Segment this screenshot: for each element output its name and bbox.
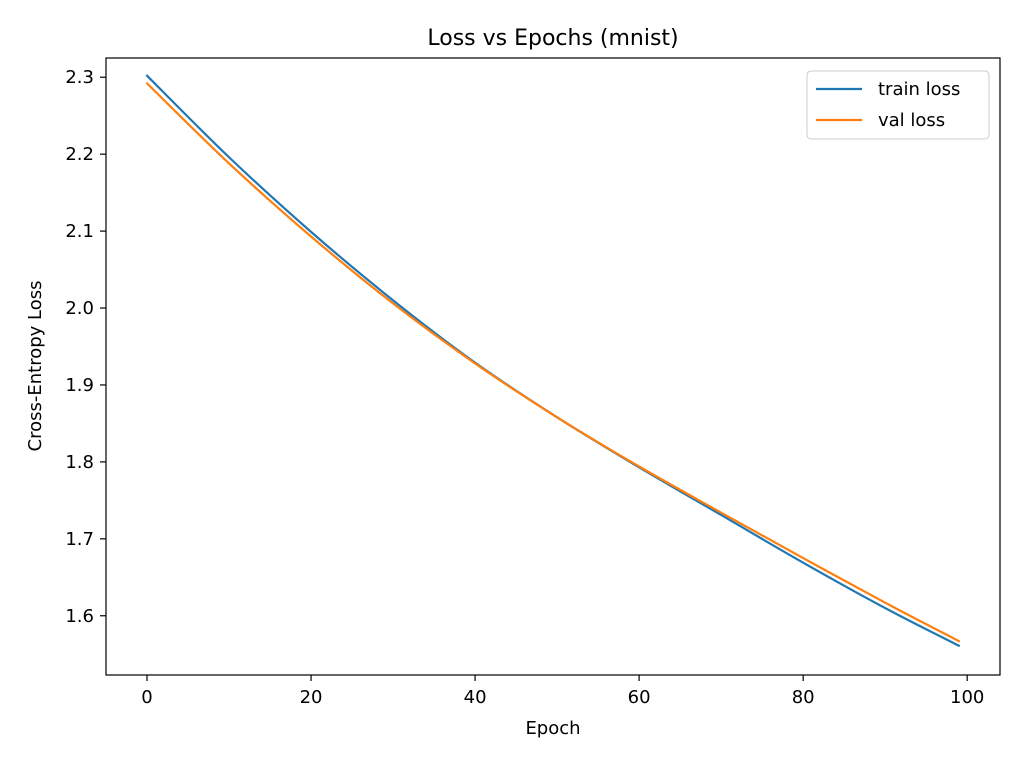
series-line-1 (145, 82, 961, 643)
x-tick-label: 40 (464, 687, 487, 708)
y-tick-label: 2.1 (65, 221, 94, 242)
x-tick-label: 60 (628, 687, 651, 708)
x-tick-label: 80 (792, 687, 815, 708)
y-tick-label: 1.9 (65, 375, 94, 396)
y-tick-label: 2.2 (65, 144, 94, 165)
plot-frame (105, 57, 1001, 676)
legend: train loss val loss (806, 70, 990, 140)
y-tick-label: 1.7 (65, 529, 94, 550)
x-tick-label: 0 (141, 687, 152, 708)
y-axis-ticks: 1.6 1.7 1.8 1.9 2.0 2.1 2.2 2.3 (65, 67, 106, 627)
series-layer (145, 74, 961, 647)
x-axis-ticks: 0 20 40 60 80 100 (141, 675, 984, 708)
y-tick-label: 2.3 (65, 67, 94, 88)
plot-area (106, 58, 1000, 675)
x-tick-label: 20 (300, 687, 323, 708)
y-tick-label: 1.8 (65, 452, 94, 473)
y-axis-title: Cross-Entropy Loss (25, 281, 46, 452)
y-tick-label: 1.6 (65, 606, 94, 627)
legend-label-0: train loss (878, 79, 960, 100)
x-tick-label: 100 (950, 687, 984, 708)
chart-title: Loss vs Epochs (mnist) (427, 26, 678, 51)
legend-label-1: val loss (878, 110, 945, 131)
x-axis-title: Epoch (525, 718, 580, 739)
y-tick-label: 2.0 (65, 298, 94, 319)
legend-entries: train loss val loss (816, 79, 960, 131)
